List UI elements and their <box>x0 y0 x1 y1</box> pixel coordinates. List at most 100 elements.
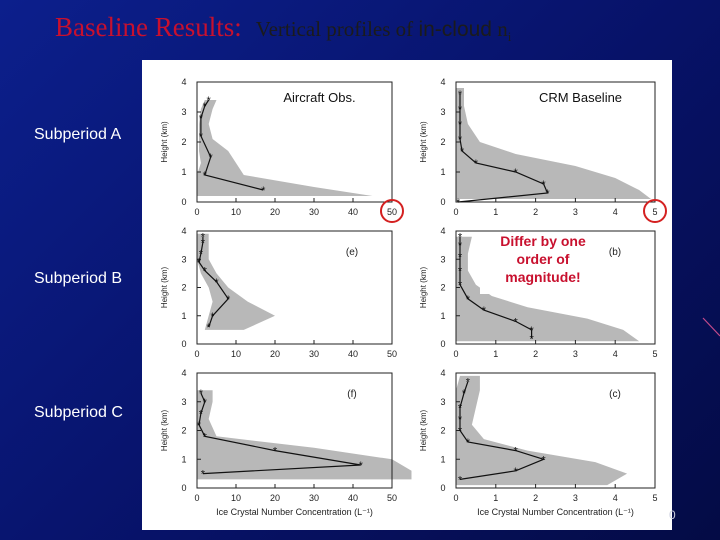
x-tick-label-1-3: 3 <box>573 207 578 217</box>
point-4-7: * <box>199 388 204 400</box>
x-tick-label-5-0: 0 <box>453 493 458 503</box>
point-2-1: * <box>210 311 215 323</box>
x-tick-label-3-3: 3 <box>573 349 578 359</box>
y-tick-label-3-1: 1 <box>440 311 445 321</box>
x-tick-label-1-2: 2 <box>533 207 538 217</box>
x-tick-label-2-1: 10 <box>231 349 241 359</box>
col-title-0: Aircraft Obs. <box>283 90 355 105</box>
annotation-line-2: magnitude! <box>505 269 580 285</box>
point-4-3: * <box>203 431 208 443</box>
y-tick-label-2-0: 0 <box>181 339 186 349</box>
y-tick-label-5-1: 1 <box>440 454 445 464</box>
point-3-8: * <box>458 240 463 252</box>
y-tick-label-1-0: 0 <box>440 197 445 207</box>
slide-number: 0 <box>669 508 676 522</box>
point-1-3: * <box>514 167 519 179</box>
point-2-2: * <box>226 294 231 306</box>
y-axis-label-1: Height (km) <box>419 121 428 163</box>
x-tick-label-2-5: 50 <box>387 349 397 359</box>
row-label-subperiod-a: Subperiod A <box>34 126 122 143</box>
point-2-3: * <box>214 277 219 289</box>
point-0-1: * <box>203 170 208 182</box>
point-2-0: * <box>207 322 212 334</box>
point-0-5: * <box>203 101 208 113</box>
y-tick-label-4-3: 3 <box>181 397 186 407</box>
point-2-5: * <box>197 257 202 269</box>
x-tick-label-2-0: 0 <box>194 349 199 359</box>
y-tick-label-3-0: 0 <box>440 339 445 349</box>
col-title-bg-0 <box>264 90 375 106</box>
series-line-2 <box>198 236 229 328</box>
point-0-2: * <box>209 152 214 164</box>
plot-5: 0 1 2 3 4 5 0 1 2 3 4 Height (km) Ice Crystal Number… <box>419 368 658 517</box>
y-tick-label-0-4: 4 <box>181 77 186 87</box>
band-2 <box>197 233 275 330</box>
row-label-subperiod-b: Subperiod B <box>34 270 123 287</box>
y-tick-label-5-0: 0 <box>440 483 445 493</box>
point-3-9: * <box>458 232 463 244</box>
point-2-7: * <box>201 237 206 249</box>
x-tick-label-4-5: 50 <box>387 493 397 503</box>
x-tick-label-0-3: 30 <box>309 207 319 217</box>
point-4-1: * <box>359 460 364 472</box>
point-3-5: * <box>458 280 463 292</box>
point-4-4: * <box>197 420 202 432</box>
point-5-5: * <box>458 426 463 438</box>
y-tick-label-3-2: 2 <box>440 283 445 293</box>
y-tick-label-2-3: 3 <box>181 254 186 264</box>
title-sub-sans: in-cloud <box>418 18 492 41</box>
point-1-5: * <box>460 146 465 158</box>
y-tick-label-4-1: 1 <box>181 454 186 464</box>
point-4-2: * <box>273 446 278 458</box>
title-var-sub: i <box>507 29 512 45</box>
series-line-0 <box>200 99 264 191</box>
y-tick-label-5-2: 2 <box>440 426 445 436</box>
point-5-0: * <box>458 474 463 486</box>
y-axis-label-5: Height (km) <box>419 409 428 451</box>
title-sub: Vertical profiles of in-cloud ni <box>256 17 512 45</box>
y-tick-label-0-0: 0 <box>181 197 186 207</box>
band-4 <box>197 390 412 480</box>
x-tick-label-4-0: 0 <box>194 493 199 503</box>
x-tick-label-0-1: 10 <box>231 207 241 217</box>
point-5-4: * <box>466 437 471 449</box>
point-5-2: * <box>541 454 546 466</box>
band-5 <box>456 375 628 486</box>
x-tick-label-0-4: 40 <box>348 207 358 217</box>
x-tick-label-3-4: 4 <box>613 349 618 359</box>
annotation-bg <box>480 232 606 294</box>
point-1-0: * <box>456 197 461 209</box>
y-tick-label-4-4: 4 <box>181 368 186 378</box>
y-tick-label-1-2: 2 <box>440 137 445 147</box>
x-tick-label-0-5: 50 <box>387 207 397 217</box>
point-2-6: * <box>199 249 204 261</box>
x-tick-label-5-2: 2 <box>533 493 538 503</box>
series-line-1 <box>457 94 549 203</box>
y-axis-label-0: Height (km) <box>160 121 169 163</box>
panel-label-4: (f) <box>347 389 356 400</box>
point-5-1: * <box>514 466 519 478</box>
series-line-5 <box>459 381 546 480</box>
point-5-9: * <box>466 377 471 389</box>
x-tick-label-5-5: 5 <box>652 493 657 503</box>
y-axis-label-2: Height (km) <box>160 266 169 308</box>
col-title-bg-1 <box>525 90 636 106</box>
title-var: n <box>497 17 508 41</box>
x-tick-label-3-0: 0 <box>453 349 458 359</box>
series-line-3 <box>459 236 533 339</box>
x-tick-label-3-1: 1 <box>493 349 498 359</box>
x-tick-label-1-4: 4 <box>613 207 618 217</box>
y-tick-label-2-1: 1 <box>181 311 186 321</box>
x-tick-label-3-5: 5 <box>652 349 657 359</box>
point-3-0: * <box>529 333 534 345</box>
point-2-8: * <box>201 232 206 244</box>
point-3-6: * <box>458 266 463 278</box>
y-tick-label-5-4: 4 <box>440 368 445 378</box>
panel-label-5: (c) <box>609 389 621 400</box>
point-5-8: * <box>462 388 467 400</box>
y-tick-label-1-4: 4 <box>440 77 445 87</box>
